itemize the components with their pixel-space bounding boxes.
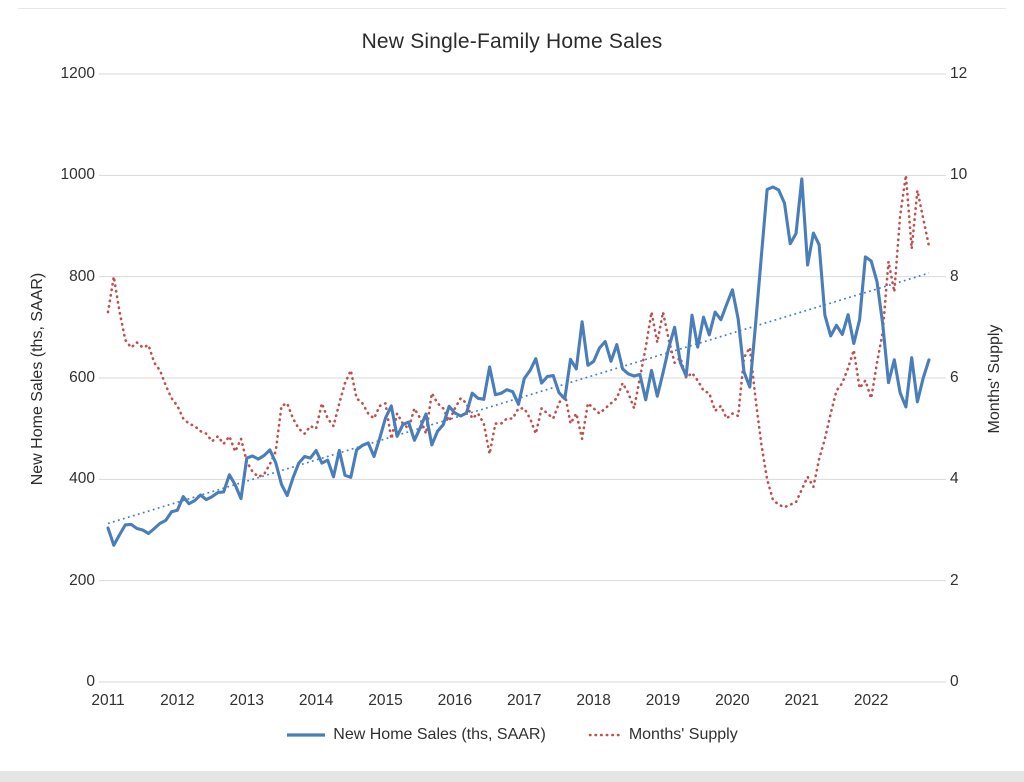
left-axis-tick: 800 bbox=[69, 267, 95, 285]
right-axis-tick: 10 bbox=[950, 166, 968, 184]
x-axis-tick: 2015 bbox=[368, 692, 403, 709]
right-axis-tick: 12 bbox=[950, 65, 968, 82]
top-divider bbox=[18, 8, 1006, 9]
legend: New Home Sales (ths, SAAR) Months' Suppl… bbox=[0, 726, 1024, 744]
left-axis-tick: 1200 bbox=[60, 65, 95, 82]
gridlines bbox=[99, 73, 946, 683]
chart-title: New Single-Family Home Sales bbox=[361, 30, 663, 53]
bottom-divider bbox=[0, 771, 1024, 782]
legend-item-months-supply: Months' Supply bbox=[588, 726, 738, 744]
x-axis-tick: 2017 bbox=[507, 692, 542, 709]
x-axis-tick: 2012 bbox=[160, 692, 195, 709]
right-axis-tick: 0 bbox=[950, 673, 959, 690]
right-axis-tick: 2 bbox=[950, 571, 959, 589]
left-axis-tick: 400 bbox=[69, 470, 95, 488]
x-axis-tick: 2019 bbox=[645, 692, 681, 709]
x-axis-tick: 2018 bbox=[576, 692, 611, 709]
sales-line-swatch bbox=[287, 733, 326, 737]
x-axis-tick: 2016 bbox=[437, 692, 473, 709]
months-supply-line bbox=[106, 174, 931, 509]
right-axis-tick: 4 bbox=[950, 470, 959, 488]
x-axis-tick: 2022 bbox=[853, 692, 889, 709]
supply-line-swatch bbox=[588, 733, 622, 737]
new-home-sales-line bbox=[106, 177, 931, 547]
left-axis-tick: 1000 bbox=[60, 166, 95, 184]
right-axis-tick: 8 bbox=[950, 267, 959, 285]
x-axis-tick: 2013 bbox=[229, 692, 264, 709]
x-axis-tick: 2020 bbox=[715, 692, 750, 709]
left-axis-tick: 0 bbox=[86, 673, 95, 690]
x-axis-tick: 2021 bbox=[784, 692, 820, 709]
x-axis-tick: 2011 bbox=[91, 692, 125, 709]
left-axis-tick: 200 bbox=[69, 571, 95, 589]
left-axis-tick: 600 bbox=[69, 369, 95, 386]
legend-label-supply: Months' Supply bbox=[628, 726, 738, 743]
legend-label-sales: New Home Sales (ths, SAAR) bbox=[333, 726, 546, 743]
legend-item-new-home-sales: New Home Sales (ths, SAAR) bbox=[286, 726, 546, 744]
x-axis-tick: 2014 bbox=[298, 692, 334, 709]
right-axis-tick: 6 bbox=[950, 369, 959, 386]
